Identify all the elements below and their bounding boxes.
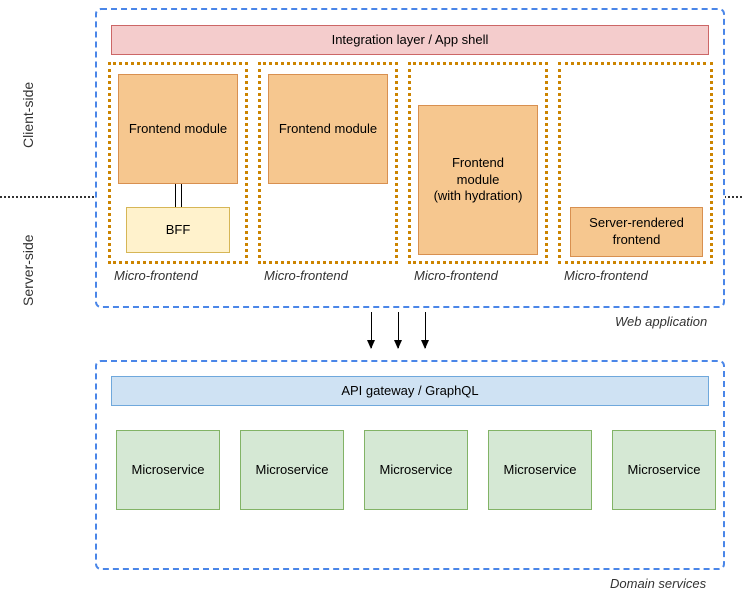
arrow-2 xyxy=(398,312,399,348)
domain-services-caption: Domain services xyxy=(610,576,706,591)
api-gateway-label: API gateway / GraphQL xyxy=(341,383,478,400)
mc4-caption: Micro-frontend xyxy=(564,268,648,283)
frontend-module-2-label: Frontend module xyxy=(279,121,377,138)
frontend-module-1-label: Frontend module xyxy=(129,121,227,138)
frontend-module-hydration: Frontend module (with hydration) xyxy=(418,105,538,255)
fm1-bff-connector-1 xyxy=(175,184,176,207)
integration-layer-box: Integration layer / App shell xyxy=(111,25,709,55)
frontend-module-hydration-label: Frontend module (with hydration) xyxy=(434,155,523,206)
frontend-module-1: Frontend module xyxy=(118,74,238,184)
server-rendered-label: Server-rendered frontend xyxy=(571,215,702,249)
microservice-2: Microservice xyxy=(240,430,344,510)
api-gateway-box: API gateway / GraphQL xyxy=(111,376,709,406)
server-side-label: Server-side xyxy=(20,210,36,330)
web-application-caption: Web application xyxy=(615,314,707,329)
fm1-bff-connector-2 xyxy=(181,184,182,207)
client-side-label: Client-side xyxy=(20,50,36,180)
bff-label: BFF xyxy=(166,222,191,239)
bff-box: BFF xyxy=(126,207,230,253)
microservice-1: Microservice xyxy=(116,430,220,510)
microservice-5: Microservice xyxy=(612,430,716,510)
frontend-module-2: Frontend module xyxy=(268,74,388,184)
integration-layer-label: Integration layer / App shell xyxy=(332,32,489,49)
arrow-3 xyxy=(425,312,426,348)
microservice-5-label: Microservice xyxy=(628,462,701,479)
microservice-2-label: Microservice xyxy=(256,462,329,479)
mc3-caption: Micro-frontend xyxy=(414,268,498,283)
arrow-1 xyxy=(371,312,372,348)
mc1-caption: Micro-frontend xyxy=(114,268,198,283)
microservice-4: Microservice xyxy=(488,430,592,510)
microservice-1-label: Microservice xyxy=(132,462,205,479)
microservice-4-label: Microservice xyxy=(504,462,577,479)
server-rendered-box: Server-rendered frontend xyxy=(570,207,703,257)
microservice-3: Microservice xyxy=(364,430,468,510)
microservice-3-label: Microservice xyxy=(380,462,453,479)
mc2-caption: Micro-frontend xyxy=(264,268,348,283)
